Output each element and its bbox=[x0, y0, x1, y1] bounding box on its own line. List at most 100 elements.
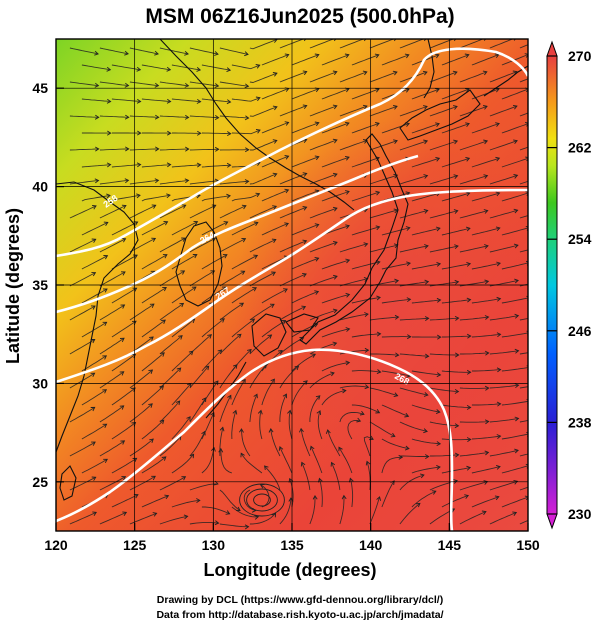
streamline bbox=[99, 440, 125, 457]
streamline-arrowhead bbox=[244, 51, 249, 57]
streamline-arrowhead bbox=[309, 445, 315, 451]
streamline bbox=[171, 454, 194, 474]
streamline bbox=[219, 302, 244, 321]
streamline-arrowhead bbox=[434, 53, 440, 59]
streamline-arrowhead bbox=[405, 226, 411, 231]
streamline bbox=[259, 410, 263, 440]
streamline bbox=[159, 179, 189, 185]
streamline-arrowhead bbox=[272, 139, 278, 144]
streamline-arrowhead bbox=[121, 204, 127, 210]
streamline bbox=[219, 395, 232, 423]
streamline-arrowhead bbox=[223, 221, 229, 226]
streamline-arrowhead bbox=[183, 514, 189, 520]
streamline-arrowhead bbox=[332, 138, 338, 144]
streamline bbox=[321, 328, 350, 338]
streamline-arrowhead bbox=[180, 270, 186, 275]
streamline-arrowhead bbox=[120, 304, 126, 309]
streamline bbox=[279, 240, 307, 253]
streamline bbox=[369, 496, 381, 525]
streamline bbox=[129, 369, 153, 389]
streamline bbox=[309, 241, 338, 253]
streamline bbox=[249, 364, 267, 389]
streamline bbox=[141, 456, 167, 474]
temperature-contours bbox=[56, 47, 528, 531]
streamline bbox=[327, 429, 341, 457]
streamline-arrowhead bbox=[341, 388, 347, 394]
streamline-arrowhead bbox=[466, 465, 472, 471]
streamline bbox=[321, 54, 349, 66]
streamline bbox=[339, 411, 365, 423]
streamline-arrowhead bbox=[513, 139, 518, 144]
streamline bbox=[309, 275, 338, 287]
streamline-arrowhead bbox=[214, 51, 219, 56]
streamline-arrowhead bbox=[496, 296, 502, 302]
streamline bbox=[81, 98, 111, 102]
streamline-arrowhead bbox=[103, 255, 109, 260]
streamline bbox=[441, 404, 471, 408]
streamline-arrowhead bbox=[363, 242, 369, 248]
streamline bbox=[459, 451, 489, 457]
streamline bbox=[261, 121, 289, 134]
coastline-sakhalin bbox=[423, 39, 435, 99]
streamline-arrowhead bbox=[435, 122, 440, 127]
streamline-arrowhead bbox=[106, 162, 112, 168]
streamline bbox=[381, 370, 411, 377]
streamline-arrowhead bbox=[226, 131, 232, 136]
streamline-arrowhead bbox=[453, 174, 459, 180]
streamline bbox=[189, 521, 219, 525]
streamline bbox=[291, 291, 319, 304]
streamline-arrowhead bbox=[284, 155, 290, 160]
streamline bbox=[219, 47, 249, 55]
streamline bbox=[399, 210, 428, 219]
streamline-arrowhead bbox=[398, 454, 404, 460]
streamline-arrowhead bbox=[103, 458, 108, 464]
streamline bbox=[231, 318, 255, 338]
streamline bbox=[291, 190, 319, 202]
streamline bbox=[501, 262, 528, 270]
streamline bbox=[201, 98, 231, 103]
streamline-arrowhead bbox=[543, 140, 547, 144]
streamline bbox=[279, 365, 299, 389]
streamline bbox=[141, 495, 169, 508]
streamline bbox=[369, 105, 398, 117]
streamline-arrowhead bbox=[92, 511, 97, 516]
streamline bbox=[69, 47, 99, 55]
streamline-arrowhead bbox=[124, 146, 130, 152]
streamline bbox=[159, 303, 184, 321]
colorbar-tick-label: 238 bbox=[568, 414, 592, 430]
streamline-arrowhead bbox=[282, 393, 288, 399]
streamline-arrowhead bbox=[314, 290, 320, 295]
streamline bbox=[459, 352, 489, 355]
streamline-arrowhead bbox=[176, 367, 182, 373]
streamline-arrowhead bbox=[124, 50, 129, 56]
colorbar-tick-label: 246 bbox=[568, 323, 592, 339]
streamline-arrowhead bbox=[184, 146, 190, 152]
streamline bbox=[99, 238, 126, 253]
streamline-arrowhead bbox=[106, 193, 111, 199]
streamline-arrowhead bbox=[214, 520, 220, 526]
streamline-arrowhead bbox=[393, 139, 398, 144]
streamline-arrowhead bbox=[226, 162, 232, 168]
streamline bbox=[261, 88, 289, 100]
streamline-arrowhead bbox=[166, 98, 172, 104]
streamline bbox=[501, 227, 528, 236]
streamline bbox=[381, 480, 395, 508]
contour-267 bbox=[56, 188, 528, 384]
streamline bbox=[399, 387, 428, 396]
streamline-arrowhead bbox=[217, 349, 223, 355]
colorbar-max-arrow bbox=[546, 40, 558, 57]
coastline-china bbox=[56, 181, 139, 453]
streamline bbox=[69, 305, 96, 321]
map-title: MSM 06Z16Jun2025 (500.0hPa) bbox=[145, 5, 454, 28]
streamline bbox=[381, 262, 411, 270]
streamline bbox=[381, 123, 410, 134]
streamline-arrowhead bbox=[120, 271, 126, 276]
streamline-arrowhead bbox=[464, 87, 470, 93]
streamline-arrowhead bbox=[106, 66, 112, 72]
streamline bbox=[159, 476, 186, 491]
streamline-arrowhead bbox=[466, 437, 472, 442]
streamline-arrowhead bbox=[316, 410, 322, 415]
streamline-arrowhead bbox=[494, 495, 500, 501]
streamline-arrowhead bbox=[302, 239, 308, 245]
streamline bbox=[171, 416, 191, 440]
